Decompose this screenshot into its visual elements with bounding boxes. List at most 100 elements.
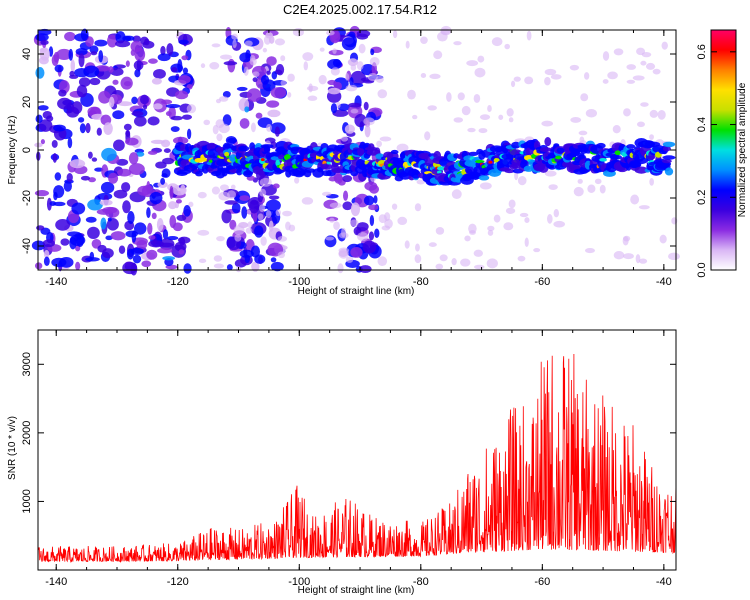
spectrogram-cell — [241, 206, 248, 219]
spectrogram-cell — [76, 233, 85, 248]
spectrogram-cell — [623, 108, 631, 117]
spectrogram-cell — [544, 137, 552, 147]
spectrogram-cell — [487, 225, 495, 232]
spectrogram-cell — [216, 235, 225, 242]
spectrogram-cell — [234, 259, 247, 268]
spectrogram-cell — [266, 123, 272, 132]
spectrogram-cell — [133, 115, 147, 127]
colorbar-tick-label: 0.0 — [696, 262, 708, 277]
spectrogram-cell — [260, 144, 274, 149]
spectrogram-cell — [420, 36, 428, 45]
spectrogram-cell — [113, 189, 128, 199]
spectrogram-cell — [349, 77, 354, 87]
spectrogram-cell — [224, 151, 230, 157]
spectrogram-cell — [166, 43, 174, 56]
spectrogram-cell — [268, 195, 280, 200]
spectrogram-cell — [96, 127, 102, 136]
snr-series-line — [37, 353, 677, 564]
spectrogram-cell — [282, 210, 292, 217]
spectrogram-cell — [136, 239, 148, 250]
spectrogram-cell — [151, 77, 162, 85]
spectrogram-cell — [612, 125, 621, 134]
spectrogram-cell — [236, 168, 243, 176]
spectrogram-cell — [614, 150, 622, 156]
spectrogram-cell — [287, 73, 295, 82]
spectrogram-cell — [265, 210, 272, 219]
spectrogram-cell — [100, 181, 115, 194]
spectrogram-cell — [429, 73, 441, 80]
spectrogram-cell — [229, 219, 237, 230]
spectrogram-cell — [68, 48, 74, 61]
spectrogram-cell — [46, 115, 54, 122]
spectrogram-cell — [34, 262, 43, 270]
spectrogram-cell — [66, 173, 73, 182]
spectrogram-cell — [321, 191, 332, 197]
spectrogram-cell — [221, 209, 232, 224]
spectrogram-cell — [457, 92, 465, 101]
spectrogram-y-ticks: -40 -20 0 20 40 — [21, 48, 676, 254]
spectrogram-cell — [453, 117, 464, 123]
y-tick-label: 40 — [21, 48, 33, 60]
spectrogram-cell — [404, 240, 410, 249]
spectrogram-cell — [179, 237, 186, 246]
spectrogram-cell — [464, 235, 471, 242]
spectrogram-cell — [640, 102, 649, 107]
spectrogram-cell — [85, 122, 91, 134]
colorbar-gradient — [710, 29, 737, 271]
spectrogram-cell — [362, 240, 377, 254]
spectrogram-cell — [524, 237, 529, 248]
spectrogram-cell — [378, 214, 387, 224]
spectrogram-cell — [435, 263, 444, 270]
spectrogram-cell — [541, 120, 554, 127]
x-tick-label: -40 — [656, 576, 672, 588]
spectrogram-cell — [232, 39, 237, 49]
spectrogram-cell — [239, 118, 250, 129]
spectrogram-cell — [613, 250, 625, 260]
spectrogram-cell — [244, 40, 253, 47]
spectrogram-cell — [369, 215, 375, 227]
spectrogram-cell — [508, 117, 514, 123]
spectrogram-cell — [76, 84, 88, 98]
spectrogram-cell — [38, 56, 49, 65]
spectrogram-cell — [332, 58, 341, 67]
spectrogram-cell — [510, 80, 516, 88]
spectrogram-cell — [147, 222, 153, 235]
colorbar-tick-label: 0.4 — [696, 117, 708, 132]
spectrogram-cell — [37, 105, 49, 111]
spectrogram-cell — [479, 114, 491, 120]
spectrogram-cell — [252, 71, 260, 77]
spectrogram-cell — [338, 248, 349, 259]
spectrogram-cell — [649, 134, 654, 140]
spectrogram-cell — [203, 119, 211, 126]
spectrogram-cell — [200, 63, 206, 69]
spectrogram-cell — [148, 240, 164, 248]
spectrogram-cell — [524, 76, 534, 85]
spectrogram-cell — [116, 158, 129, 166]
spectrogram-cell — [294, 177, 300, 184]
spectrogram-cell — [91, 157, 98, 162]
spectrogram-cell — [357, 232, 369, 242]
spectrogram-cell — [275, 209, 281, 217]
spectrogram-cell — [266, 70, 271, 75]
x-tick-label: -120 — [167, 276, 189, 288]
spectrogram-cell — [170, 126, 180, 132]
spectrogram-cell — [255, 112, 263, 119]
x-tick-label: -60 — [534, 576, 550, 588]
spectrogram-cell — [517, 176, 527, 186]
spectrogram-cell — [370, 48, 375, 56]
spectrogram-cell — [508, 199, 516, 209]
spectrogram-cell — [128, 163, 145, 175]
spectrogram-cell — [478, 175, 490, 181]
spectrogram-cell — [103, 122, 113, 136]
spectrogram-cell — [416, 179, 425, 185]
spectrogram-cell — [478, 128, 488, 134]
spectrogram-cell — [108, 66, 114, 73]
spectrogram-cell — [303, 61, 309, 71]
spectrogram-cell — [80, 175, 91, 181]
spectrogram-cell — [513, 76, 521, 82]
spectrogram-cell — [437, 31, 448, 42]
spectrogram-cell — [333, 221, 340, 230]
spectrogram-cell — [118, 245, 126, 254]
spectrogram-cell — [99, 199, 113, 206]
spectrogram-cell — [280, 80, 287, 86]
